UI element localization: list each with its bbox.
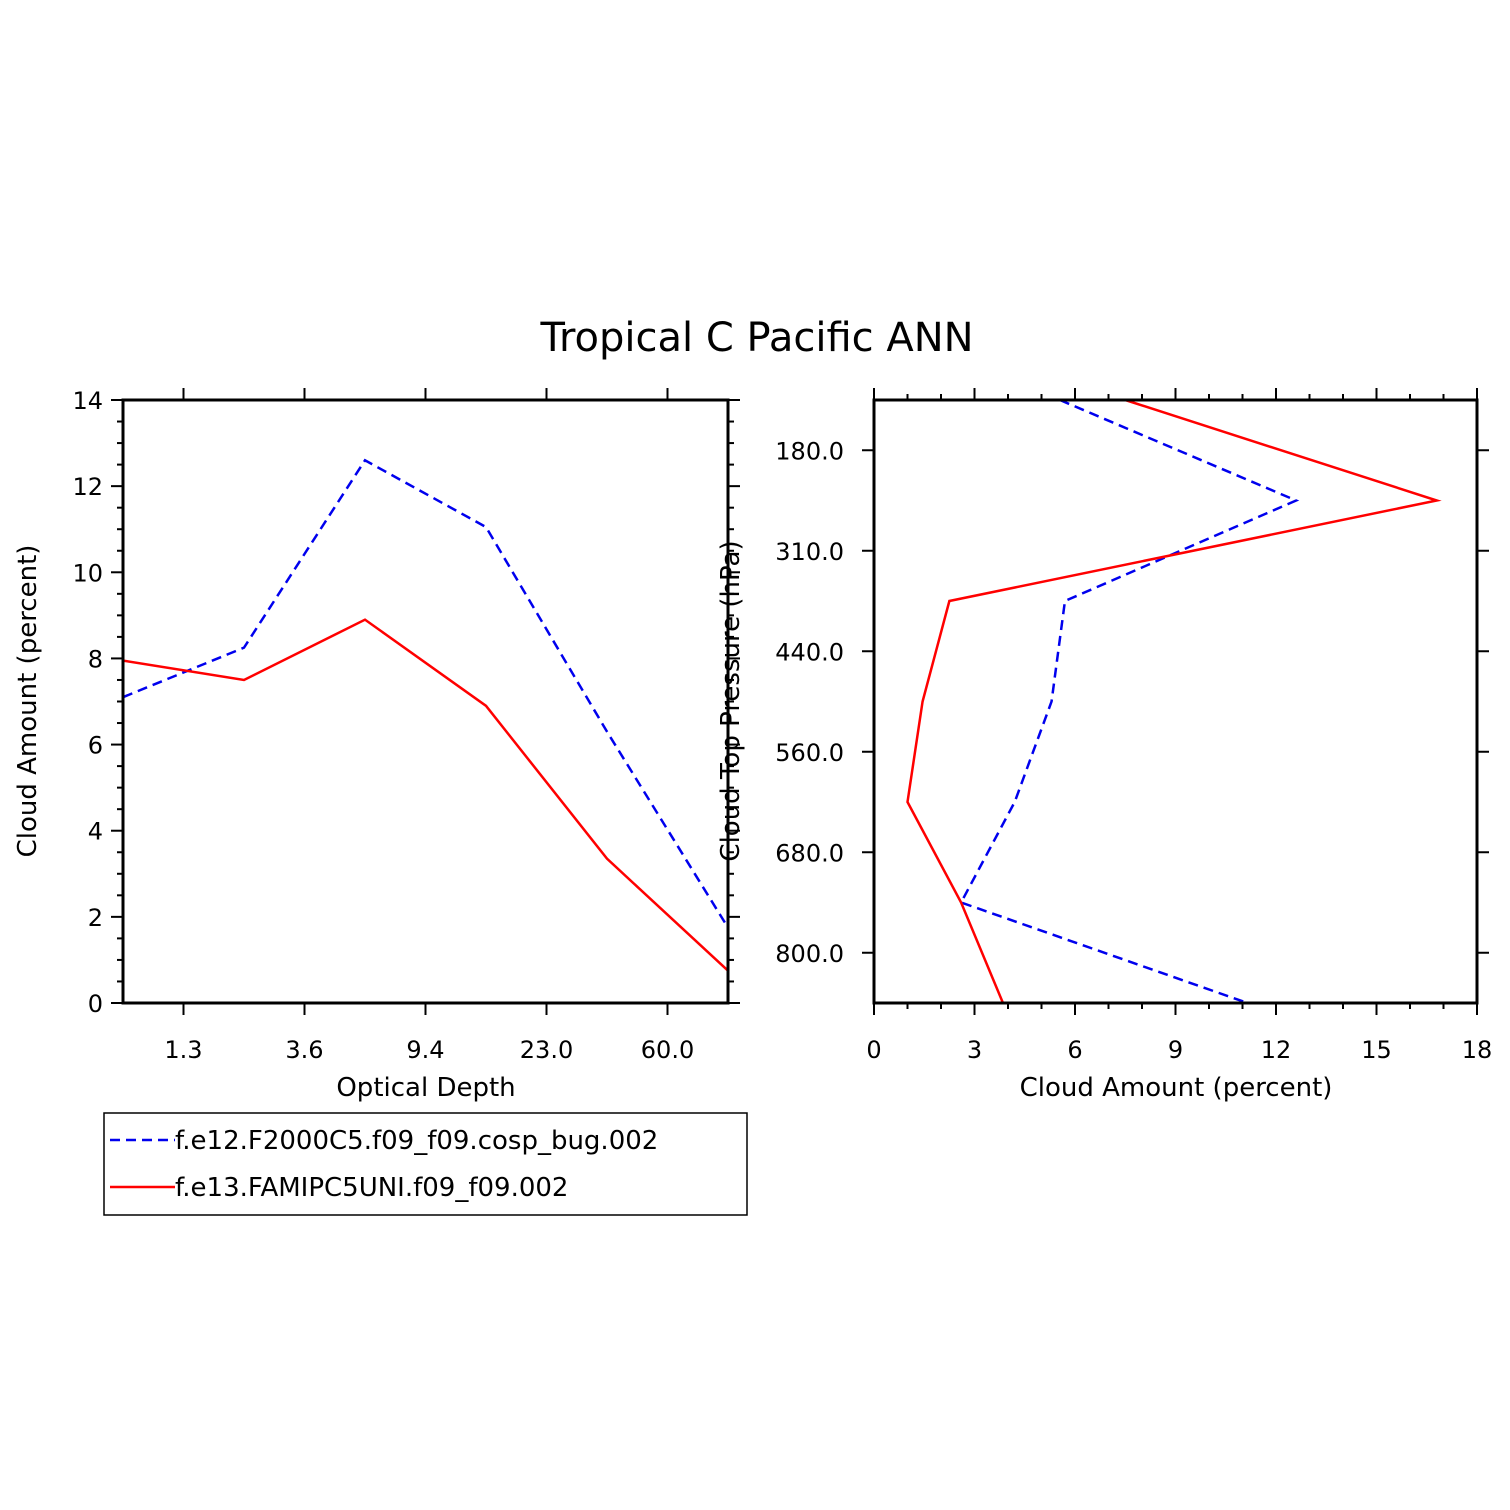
right-x-tick-label: 3 (967, 1036, 982, 1064)
left-y-axis-title: Cloud Amount (percent) (13, 545, 43, 858)
left-y-tick-label: 12 (72, 473, 103, 501)
left-series-lines (122, 458, 730, 972)
right-y-tick-label: 310.0 (775, 538, 844, 566)
left-x-axis-title: Optical Depth (336, 1073, 515, 1103)
right-series-lines (906, 398, 1442, 1005)
left-axis-ticks (111, 388, 740, 1015)
legend-box (103, 1112, 748, 1216)
left-plot-frame (121, 398, 730, 1005)
right-y-axis-title: Cloud Top Pressure (hPa) (716, 540, 746, 861)
left-x-tick-label: 1.3 (164, 1036, 202, 1064)
right-y-tick-label: 560.0 (775, 739, 844, 767)
right-x-tick-label: 15 (1361, 1036, 1392, 1064)
right-x-tick-label: 0 (866, 1036, 881, 1064)
legend-label-series-1: f.e12.F2000C5.f09_f09.cosp_bug.002 (175, 1126, 658, 1156)
left-y-tick-label: 14 (72, 387, 103, 415)
legend: f.e12.F2000C5.f09_f09.cosp_bug.002 f.e13… (103, 1112, 748, 1216)
left-x-tick-label: 3.6 (285, 1036, 323, 1064)
left-y-tick-label: 6 (88, 732, 103, 760)
left-series-line-1 (122, 458, 730, 929)
right-x-tick-label: 18 (1462, 1036, 1493, 1064)
right-x-tick-label: 12 (1261, 1036, 1292, 1064)
right-y-tick-label: 680.0 (775, 839, 844, 867)
left-tick-labels: 0 2 4 6 8 10 12 14 1.3 3.6 9.4 23.0 60.0 (72, 387, 694, 1064)
left-x-tick-label: 60.0 (641, 1036, 694, 1064)
right-y-tick-label: 180.0 (775, 437, 844, 465)
left-y-tick-label: 2 (88, 904, 103, 932)
left-y-tick-label: 4 (88, 818, 103, 846)
right-y-tick-label: 440.0 (775, 638, 844, 666)
right-plot: 0 3 6 9 12 15 18 180.0 310.0 440.0 560.0 680.0 800.0… (716, 388, 1492, 1103)
right-axis-ticks (862, 388, 1489, 1015)
right-x-tick-label: 9 (1168, 1036, 1183, 1064)
right-series-line-1 (959, 398, 1300, 1005)
left-x-tick-label: 23.0 (520, 1036, 573, 1064)
right-tick-labels: 0 3 6 9 12 15 18 180.0 310.0 440.0 560.0 680.0 800.0 (775, 437, 1492, 1064)
chart-title: Tropical C Pacific ANN (539, 315, 973, 361)
left-y-tick-label: 10 (72, 559, 103, 587)
right-x-axis-title: Cloud Amount (percent) (1020, 1073, 1333, 1103)
right-plot-frame (872, 398, 1479, 1005)
left-x-tick-label: 9.4 (406, 1036, 444, 1064)
right-series-line-2 (906, 398, 1442, 1004)
left-series-line-2 (122, 618, 729, 972)
left-y-tick-label: 0 (88, 990, 103, 1018)
right-x-tick-label: 6 (1067, 1036, 1082, 1064)
right-y-tick-label: 800.0 (775, 940, 844, 968)
left-y-tick-label: 8 (88, 645, 103, 673)
left-plot: 0 2 4 6 8 10 12 14 1.3 3.6 9.4 23.0 60.0 Optical Dep… (13, 387, 740, 1103)
legend-label-series-2: f.e13.FAMIPC5UNI.f09_f09.002 (175, 1173, 568, 1203)
